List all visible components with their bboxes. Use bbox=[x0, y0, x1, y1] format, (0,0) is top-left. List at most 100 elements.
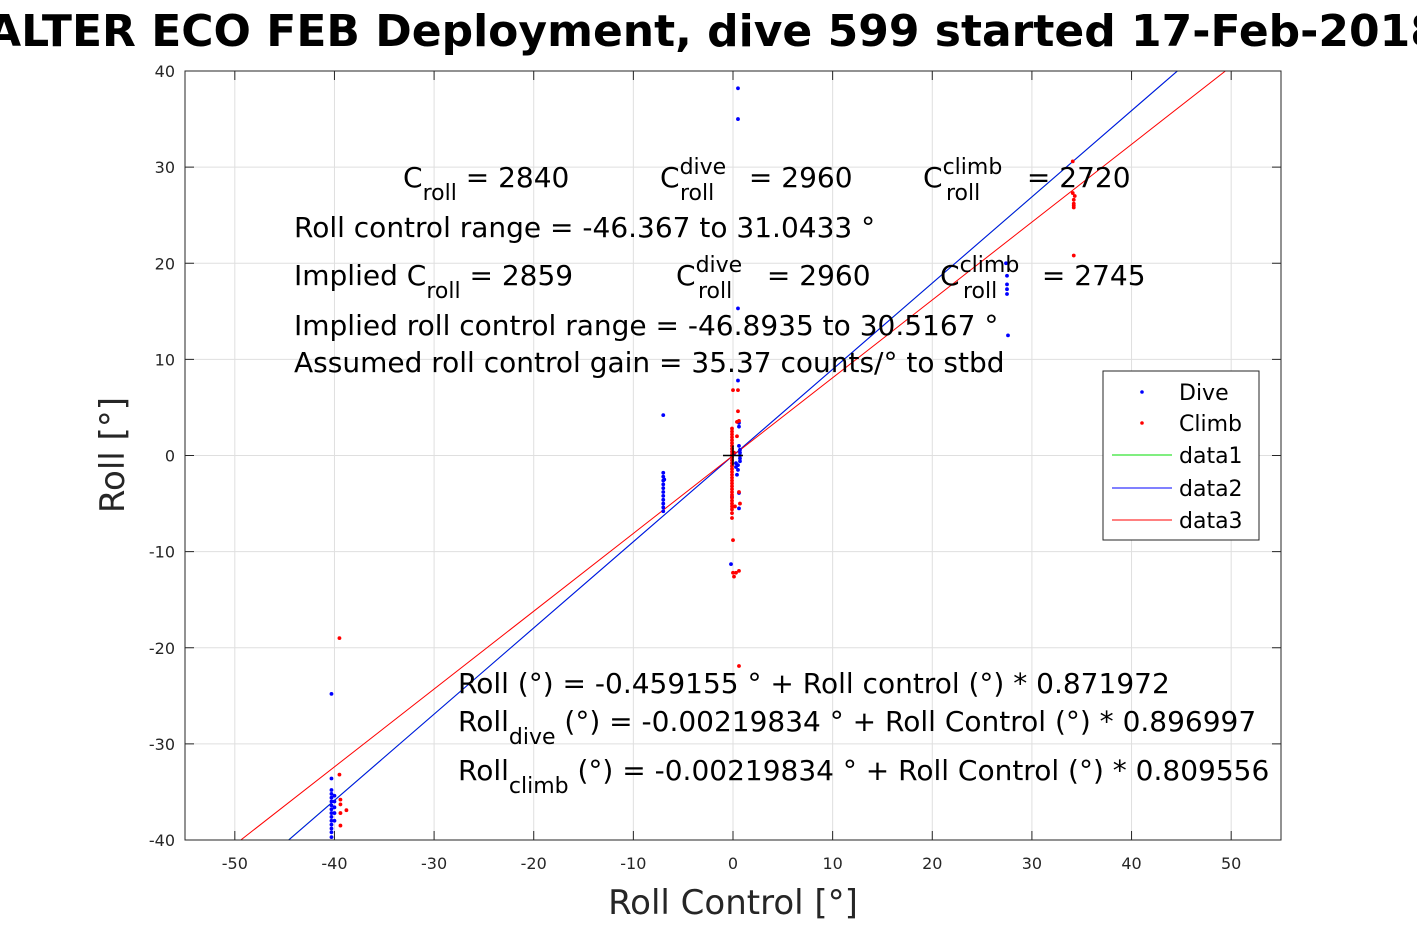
legend-entry-climb: Climb bbox=[1140, 412, 1242, 437]
dive-point bbox=[738, 456, 742, 461]
legend-entry-dive: Dive bbox=[1140, 381, 1229, 406]
climb-point bbox=[730, 516, 734, 520]
dive-point bbox=[661, 505, 666, 510]
dive-point bbox=[332, 799, 337, 804]
legend-entry-data2: data2 bbox=[1112, 477, 1243, 502]
climb-point bbox=[730, 429, 734, 434]
climb-point bbox=[337, 636, 342, 641]
legend-entry-data3: data3 bbox=[1112, 509, 1243, 534]
climb-point bbox=[730, 504, 734, 509]
fit-all-text: Roll (°) = -0.459155 ° + Roll control (°… bbox=[458, 667, 1170, 700]
dive-point bbox=[329, 815, 334, 819]
climb-point bbox=[737, 664, 741, 668]
dive-point bbox=[738, 447, 742, 452]
y-tick-label: -40 bbox=[149, 831, 175, 850]
dive-point bbox=[661, 413, 666, 418]
dive-point bbox=[329, 835, 334, 840]
legend-entry-data1: data1 bbox=[1112, 444, 1243, 469]
dive-point bbox=[661, 474, 666, 479]
implied-c-roll-text: Implied Croll = 2859 bbox=[294, 259, 573, 304]
dive-point bbox=[329, 776, 334, 781]
implied-range-text: Implied roll control range = -46.8935 to… bbox=[294, 309, 998, 342]
climb-point bbox=[730, 481, 734, 486]
dive-point bbox=[332, 818, 337, 823]
climb-point bbox=[730, 487, 734, 492]
climb-point bbox=[734, 570, 738, 575]
y-tick-label: 40 bbox=[155, 62, 175, 81]
climb-point bbox=[736, 388, 740, 393]
implied-c-climb-text: Cclimb roll = 2745 bbox=[940, 253, 1146, 304]
series-layer bbox=[240, 71, 1227, 840]
dive-point bbox=[738, 450, 742, 455]
dive-point bbox=[329, 807, 334, 812]
x-tick-label: 20 bbox=[922, 854, 942, 873]
x-tick-label: 50 bbox=[1221, 854, 1241, 873]
dive-point bbox=[729, 562, 733, 567]
climb-point bbox=[1071, 253, 1076, 258]
dive-point bbox=[661, 509, 666, 514]
dive-point bbox=[661, 501, 666, 506]
climb-point bbox=[730, 438, 734, 443]
dive-point bbox=[329, 830, 334, 835]
dive-point bbox=[329, 803, 334, 808]
climb-point bbox=[737, 490, 741, 494]
climb-point bbox=[338, 797, 343, 802]
dive-point bbox=[1005, 282, 1009, 287]
legend: Dive Climb data1 data2 data3 bbox=[1102, 370, 1260, 541]
climb-point bbox=[730, 478, 734, 483]
x-tick-label: 40 bbox=[1121, 854, 1141, 873]
dive-point bbox=[736, 86, 740, 91]
climb-point bbox=[344, 808, 349, 813]
climb-point bbox=[737, 568, 741, 573]
climb-point bbox=[730, 469, 734, 474]
climb-point bbox=[1071, 203, 1076, 208]
dive-point bbox=[735, 472, 739, 477]
dive-point bbox=[661, 486, 666, 491]
dive-point bbox=[661, 490, 666, 494]
y-tick-label: 0 bbox=[165, 447, 175, 466]
climb-point bbox=[730, 484, 734, 489]
dive-point bbox=[1004, 261, 1008, 266]
x-tick-label: -20 bbox=[521, 854, 547, 873]
climb-point bbox=[731, 538, 735, 542]
dive-point bbox=[1005, 292, 1009, 296]
climb-point bbox=[730, 441, 734, 445]
gain-text: Assumed roll control gain = 35.37 counts… bbox=[294, 346, 1005, 379]
climb-point bbox=[733, 504, 737, 509]
dive-point bbox=[661, 497, 666, 502]
x-tick-label: -10 bbox=[620, 854, 646, 873]
climb-point bbox=[338, 823, 343, 828]
dive-point bbox=[661, 482, 666, 487]
climb-point bbox=[736, 409, 740, 414]
legend-label-dive: Dive bbox=[1179, 381, 1229, 406]
climb-point bbox=[735, 434, 739, 439]
climb-point bbox=[1072, 194, 1077, 198]
dive-point bbox=[329, 822, 334, 827]
climb-point bbox=[730, 498, 734, 503]
climb-point bbox=[730, 435, 734, 440]
climb-point bbox=[730, 501, 734, 506]
dive-point bbox=[736, 468, 740, 472]
climb-point bbox=[730, 511, 734, 516]
climb-point bbox=[730, 495, 734, 500]
climb-point bbox=[730, 490, 734, 494]
x-tick-label: 10 bbox=[822, 854, 842, 873]
dive-point bbox=[332, 811, 337, 815]
climb-point bbox=[730, 432, 734, 437]
y-tick-label: 30 bbox=[155, 158, 175, 177]
dive-point bbox=[332, 793, 337, 798]
dive-point bbox=[329, 791, 334, 796]
roll-control-range-text: Roll control range = -46.367 to 31.0433 … bbox=[294, 211, 875, 244]
climb-point bbox=[1070, 159, 1075, 164]
climb-point bbox=[1071, 197, 1076, 202]
fit-climb-text: Rollclimb (°) = -0.00219834 ° + Roll Con… bbox=[458, 754, 1269, 799]
fit-dive-text: Rolldive (°) = -0.00219834 ° + Roll Cont… bbox=[458, 705, 1256, 750]
dive-point bbox=[329, 795, 334, 800]
climb-point bbox=[737, 418, 741, 423]
dive-point bbox=[662, 477, 667, 482]
fit-line-data3 bbox=[240, 71, 1227, 840]
climb-point bbox=[732, 574, 736, 579]
dive-point bbox=[329, 811, 334, 815]
y-tick-label: -20 bbox=[149, 639, 175, 658]
